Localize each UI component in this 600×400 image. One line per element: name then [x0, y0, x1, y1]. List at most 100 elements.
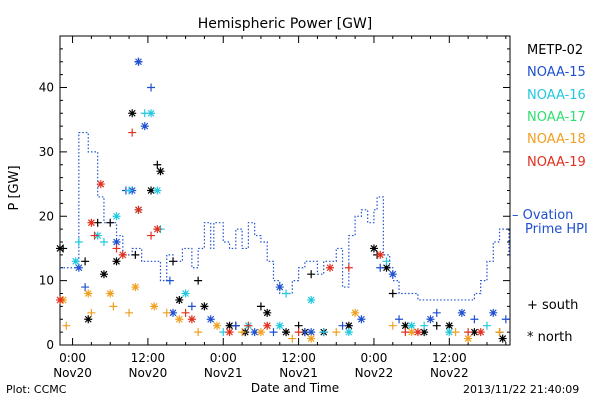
north-marker — [275, 321, 284, 330]
north-marker — [225, 328, 234, 337]
north-marker — [187, 315, 196, 324]
north-marker — [250, 328, 259, 337]
south-marker — [482, 321, 491, 330]
south-marker — [420, 321, 429, 330]
south-marker — [187, 302, 196, 311]
north-marker — [56, 244, 64, 253]
north-marker — [147, 109, 156, 118]
north-marker — [169, 308, 178, 317]
north-marker — [307, 295, 316, 304]
ovation-hpi-line — [60, 131, 510, 301]
south-marker — [294, 328, 303, 337]
south-marker — [495, 328, 504, 337]
south-marker — [470, 315, 479, 324]
north-marker — [382, 263, 391, 272]
south-marker — [344, 263, 353, 272]
south-marker — [388, 289, 397, 298]
south-marker — [501, 315, 510, 324]
north-marker — [407, 321, 416, 330]
north-marker — [263, 308, 272, 317]
north-marker — [212, 321, 221, 330]
south-marker — [238, 328, 247, 337]
south-marker — [99, 238, 108, 246]
north-marker — [407, 328, 416, 337]
x-tick-label-time: 12:00 — [432, 351, 467, 365]
marker-legend-south: + south — [527, 298, 579, 313]
south-marker — [282, 289, 291, 298]
north-marker — [263, 321, 272, 330]
north-marker — [476, 328, 485, 337]
south-marker — [376, 263, 385, 272]
north-marker — [225, 321, 234, 330]
north-marker — [200, 302, 209, 311]
x-tick-label-date: Nov21 — [204, 366, 243, 380]
north-marker — [156, 167, 165, 176]
south-marker — [194, 276, 203, 285]
south-marker — [90, 231, 99, 240]
south-marker — [395, 315, 404, 324]
x-tick-label-date: Nov21 — [279, 366, 318, 380]
south-marker — [62, 321, 71, 330]
north-marker — [282, 328, 291, 337]
south-marker — [382, 257, 391, 266]
north-marker — [147, 186, 156, 195]
north-marker — [445, 328, 454, 337]
north-marker — [56, 295, 64, 304]
north-marker — [344, 328, 353, 337]
north-marker — [489, 308, 498, 317]
north-marker — [275, 283, 284, 292]
north-marker — [128, 109, 137, 118]
marker-legend-north: * north — [527, 330, 573, 345]
north-marker — [388, 270, 397, 279]
south-marker — [181, 308, 190, 317]
legend-item-metp-02: METP-02 — [527, 43, 584, 58]
south-marker — [332, 328, 341, 337]
north-marker — [351, 308, 360, 317]
south-marker — [165, 276, 174, 285]
north-marker — [112, 212, 121, 221]
north-marker — [140, 122, 149, 131]
chart-title: Hemispheric Power [GW] — [198, 16, 373, 32]
north-marker — [175, 315, 184, 324]
north-marker — [181, 289, 190, 298]
north-marker — [153, 186, 162, 195]
south-marker — [432, 308, 441, 317]
south-marker — [125, 308, 134, 317]
south-marker — [244, 321, 253, 330]
north-marker — [118, 250, 127, 259]
south-marker — [147, 83, 156, 92]
north-marker — [457, 308, 466, 317]
plot-area: 0102030400:00Nov2012:00Nov200:00Nov2112:… — [39, 35, 511, 380]
south-marker — [87, 308, 96, 317]
x-tick-label-time: 0:00 — [59, 351, 86, 365]
north-marker — [256, 328, 265, 337]
north-marker — [112, 238, 121, 246]
legend-item-noaa-19: NOAA-19 — [527, 154, 586, 170]
y-tick-label: 30 — [39, 145, 54, 159]
south-marker — [128, 128, 137, 137]
north-marker — [150, 302, 159, 311]
north-marker — [134, 205, 143, 214]
south-marker — [169, 257, 178, 266]
south-marker — [74, 238, 83, 246]
legend-item-noaa-15: NOAA-15 — [527, 65, 586, 81]
south-marker — [464, 328, 473, 337]
south-marker — [388, 321, 397, 330]
north-marker — [112, 257, 121, 266]
legend-item-noaa-18: NOAA-18 — [527, 132, 586, 148]
north-marker — [464, 334, 473, 343]
south-marker — [307, 270, 316, 279]
north-marker — [401, 321, 410, 330]
north-marker — [307, 328, 316, 337]
south-marker — [162, 308, 171, 317]
north-marker — [153, 225, 162, 234]
y-tick-label: 10 — [39, 274, 54, 288]
north-marker — [84, 289, 93, 298]
south-marker — [106, 218, 115, 227]
south-marker — [231, 321, 240, 330]
south-marker — [147, 231, 156, 240]
north-marker — [326, 263, 334, 272]
north-marker — [175, 295, 184, 304]
legend-item-noaa-16: NOAA-16 — [527, 87, 586, 103]
north-marker — [134, 57, 143, 66]
